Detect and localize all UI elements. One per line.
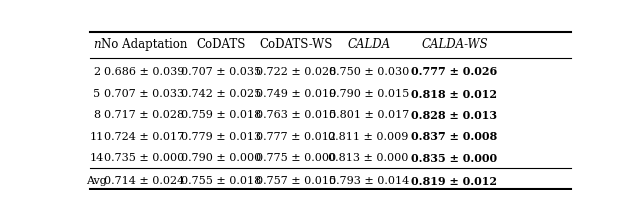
- Text: 0.735 ± 0.000: 0.735 ± 0.000: [104, 153, 184, 163]
- Text: 0.790 ± 0.000: 0.790 ± 0.000: [181, 153, 262, 163]
- Text: 0.763 ± 0.015: 0.763 ± 0.015: [255, 110, 336, 120]
- Text: CALDA-WS: CALDA-WS: [421, 38, 488, 51]
- Text: 0.757 ± 0.015: 0.757 ± 0.015: [256, 176, 336, 186]
- Text: 0.819 ± 0.012: 0.819 ± 0.012: [412, 176, 497, 187]
- Text: 0.749 ± 0.019: 0.749 ± 0.019: [255, 89, 336, 99]
- Text: 0.750 ± 0.030: 0.750 ± 0.030: [328, 67, 409, 77]
- Text: 0.835 ± 0.000: 0.835 ± 0.000: [412, 153, 497, 164]
- Text: 14: 14: [90, 153, 104, 163]
- Text: 2: 2: [93, 67, 100, 77]
- Text: 0.811 ± 0.009: 0.811 ± 0.009: [328, 132, 409, 142]
- Text: CoDATS: CoDATS: [196, 38, 246, 51]
- Text: 0.837 ± 0.008: 0.837 ± 0.008: [412, 131, 498, 142]
- Text: 5: 5: [93, 89, 100, 99]
- Text: 0.707 ± 0.035: 0.707 ± 0.035: [181, 67, 261, 77]
- Text: 0.759 ± 0.018: 0.759 ± 0.018: [181, 110, 262, 120]
- Text: 0.790 ± 0.015: 0.790 ± 0.015: [328, 89, 409, 99]
- Text: 0.722 ± 0.028: 0.722 ± 0.028: [255, 67, 336, 77]
- Text: 0.714 ± 0.024: 0.714 ± 0.024: [104, 176, 184, 186]
- Text: 0.818 ± 0.012: 0.818 ± 0.012: [412, 89, 497, 100]
- Text: 0.707 ± 0.033: 0.707 ± 0.033: [104, 89, 184, 99]
- Text: n: n: [93, 38, 100, 51]
- Text: 0.777 ± 0.026: 0.777 ± 0.026: [412, 66, 498, 77]
- Text: 0.686 ± 0.039: 0.686 ± 0.039: [104, 67, 185, 77]
- Text: 0.779 ± 0.013: 0.779 ± 0.013: [181, 132, 261, 142]
- Text: No Adaptation: No Adaptation: [101, 38, 188, 51]
- Text: 11: 11: [90, 132, 104, 142]
- Text: CoDATS-WS: CoDATS-WS: [259, 38, 332, 51]
- Text: 0.813 ± 0.000: 0.813 ± 0.000: [328, 153, 409, 163]
- Text: 0.755 ± 0.018: 0.755 ± 0.018: [181, 176, 262, 186]
- Text: 0.717 ± 0.028: 0.717 ± 0.028: [104, 110, 184, 120]
- Text: CALDA: CALDA: [347, 38, 390, 51]
- Text: 0.801 ± 0.017: 0.801 ± 0.017: [328, 110, 409, 120]
- Text: 0.793 ± 0.014: 0.793 ± 0.014: [328, 176, 409, 186]
- Text: Avg: Avg: [86, 176, 108, 186]
- Text: 0.742 ± 0.025: 0.742 ± 0.025: [181, 89, 262, 99]
- Text: 8: 8: [93, 110, 100, 120]
- Text: 0.724 ± 0.017: 0.724 ± 0.017: [104, 132, 184, 142]
- Text: 0.828 ± 0.013: 0.828 ± 0.013: [412, 110, 497, 121]
- Text: 0.777 ± 0.012: 0.777 ± 0.012: [256, 132, 336, 142]
- Text: 0.775 ± 0.000: 0.775 ± 0.000: [256, 153, 336, 163]
